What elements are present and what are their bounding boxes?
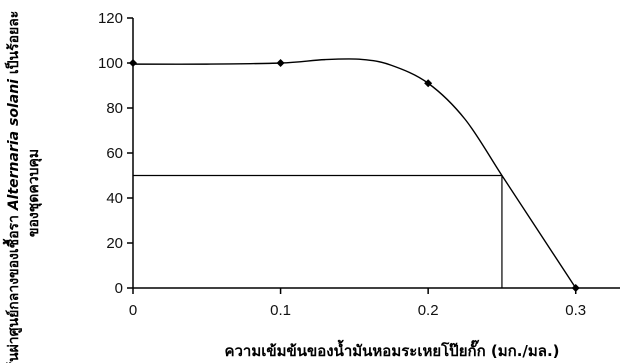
- axes: [127, 17, 620, 294]
- y-tick-label: 120: [98, 10, 123, 27]
- y-tick-label: 0: [115, 280, 123, 297]
- series-line: [132, 58, 577, 289]
- reference-lines: [133, 174, 503, 288]
- y-axis-title-line-2: ของชุดควบคุม: [26, 149, 42, 237]
- y-axis-title-part: เส้นผ่าศูนย์กลางของเชื้อรา: [2, 210, 22, 363]
- x-axis-title: ความเข้มข้นของน้ำมันหอมระเหยโป๊ยกั๊ก (มก…: [224, 339, 559, 360]
- x-tick-label: 0.3: [565, 302, 586, 319]
- x-tick-label: 0.2: [418, 302, 439, 319]
- y-axis-title-species: Alternaria solani: [6, 79, 22, 211]
- x-tick-label: 0: [129, 302, 137, 319]
- tick-labels: 0 20 40 60 80 100 120 0 0.1 0.2 0.3: [98, 10, 586, 319]
- y-tick-label: 80: [106, 100, 123, 117]
- data-point-marker: [276, 59, 285, 67]
- y-axis-title-line-1: เส้นผ่าศูนย์กลางของเชื้อรา Alternaria so…: [2, 11, 22, 363]
- y-tick-label: 40: [106, 190, 123, 207]
- y-tick-label: 60: [106, 145, 123, 162]
- y-tick-label: 20: [106, 235, 123, 252]
- y-axis-title-part: เป็นร้อยละ: [4, 11, 22, 79]
- series-curve-layer: [132, 58, 577, 289]
- data-point-marker: [424, 79, 433, 88]
- x-tick-label: 0.1: [270, 302, 291, 319]
- y-tick-label: 100: [98, 55, 123, 72]
